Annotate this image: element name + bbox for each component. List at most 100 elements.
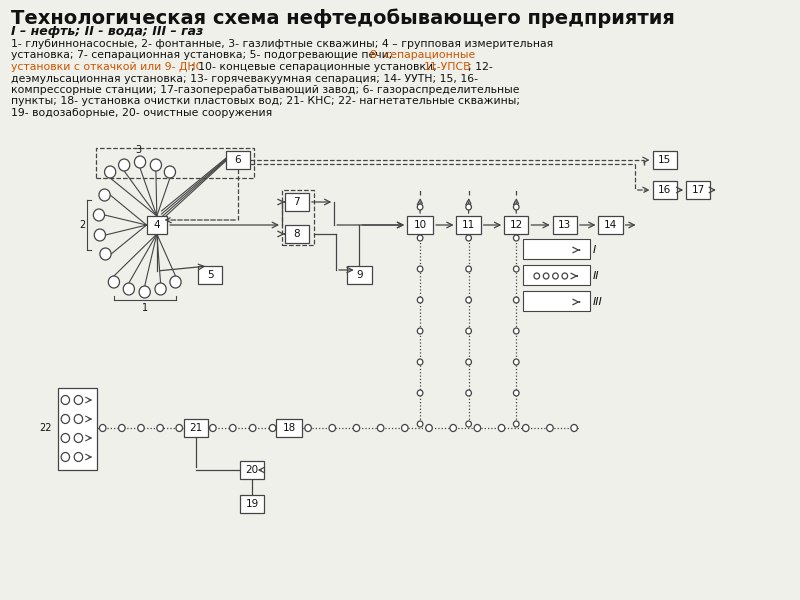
Bar [285, 225, 309, 243]
Text: 2: 2 [80, 220, 86, 230]
Text: 3: 3 [135, 145, 142, 155]
Circle shape [134, 156, 146, 168]
Text: 13: 13 [558, 220, 571, 230]
Circle shape [534, 273, 539, 279]
Text: 9: 9 [356, 270, 362, 280]
Circle shape [61, 433, 70, 443]
Circle shape [164, 166, 175, 178]
Text: 12: 12 [510, 220, 523, 230]
Bar [226, 151, 250, 169]
Text: компрессорные станции; 17-газоперерабатывающий завод; 6- газораспределительные: компрессорные станции; 17-газоперерабаты… [11, 85, 520, 95]
Bar [347, 266, 371, 284]
Circle shape [474, 425, 481, 431]
Circle shape [74, 395, 82, 404]
Circle shape [170, 276, 181, 288]
Text: деэмульсационная установка; 13- горячевакуумная сепарация; 14- УУТН; 15, 16-: деэмульсационная установка; 13- горячева… [11, 73, 478, 83]
Bar [58, 388, 97, 470]
Circle shape [543, 273, 549, 279]
Text: 11-УПСВ: 11-УПСВ [423, 62, 471, 72]
Circle shape [514, 359, 519, 365]
Text: I – нефть; II - вода; III – газ: I – нефть; II - вода; III – газ [11, 25, 203, 38]
Text: 17: 17 [692, 185, 705, 195]
Circle shape [571, 425, 578, 431]
Circle shape [466, 421, 471, 427]
Text: 19- водозаборные, 20- очистные сооружения: 19- водозаборные, 20- очистные сооружени… [11, 108, 273, 118]
Text: 7: 7 [294, 197, 300, 207]
Circle shape [466, 204, 471, 210]
Circle shape [514, 266, 519, 272]
Circle shape [61, 395, 70, 404]
Circle shape [466, 266, 471, 272]
Bar [184, 419, 208, 437]
Bar [457, 216, 481, 234]
Circle shape [105, 166, 116, 178]
Bar [240, 461, 264, 479]
Text: 6: 6 [234, 155, 242, 165]
Text: ; 10- концевые сепарационные установки;: ; 10- концевые сепарационные установки; [190, 62, 440, 72]
Bar [598, 216, 622, 234]
Circle shape [514, 421, 519, 427]
Circle shape [514, 390, 519, 396]
Text: пункты; 18- установка очистки пластовых вод; 21- КНС; 22- нагнетательные скважин: пункты; 18- установка очистки пластовых … [11, 97, 520, 107]
Circle shape [329, 425, 335, 431]
Circle shape [514, 235, 519, 241]
Circle shape [450, 425, 457, 431]
Bar [198, 266, 222, 284]
Bar [522, 291, 590, 311]
Circle shape [108, 276, 119, 288]
Circle shape [138, 425, 144, 431]
Circle shape [546, 425, 554, 431]
Circle shape [61, 415, 70, 424]
Text: 5: 5 [206, 270, 214, 280]
Circle shape [466, 235, 471, 241]
Circle shape [157, 425, 163, 431]
Text: 8- сепарационные: 8- сепарационные [370, 50, 476, 61]
Text: 22: 22 [39, 423, 51, 433]
Bar [553, 216, 577, 234]
Bar [276, 419, 302, 437]
Bar [407, 216, 433, 234]
Text: III: III [593, 297, 602, 307]
Text: 15: 15 [658, 155, 671, 165]
Circle shape [418, 421, 423, 427]
Circle shape [466, 359, 471, 365]
Bar [240, 495, 264, 513]
Circle shape [553, 273, 558, 279]
Circle shape [99, 189, 110, 201]
Bar [522, 265, 590, 285]
Circle shape [418, 266, 423, 272]
Circle shape [210, 425, 216, 431]
Circle shape [402, 425, 408, 431]
Circle shape [466, 328, 471, 334]
Circle shape [118, 425, 125, 431]
Circle shape [378, 425, 384, 431]
Text: 21: 21 [190, 423, 202, 433]
Circle shape [118, 159, 130, 171]
Text: 1- глубиннонасосные, 2- фонтанные, 3- газлифтные скважины; 4 – групповая измерит: 1- глубиннонасосные, 2- фонтанные, 3- га… [11, 39, 554, 49]
Text: 11: 11 [462, 220, 475, 230]
Bar [653, 181, 677, 199]
Bar [282, 190, 314, 245]
Circle shape [74, 415, 82, 424]
Circle shape [466, 390, 471, 396]
Text: 16: 16 [658, 185, 671, 195]
Circle shape [176, 425, 182, 431]
Circle shape [418, 297, 423, 303]
Circle shape [466, 297, 471, 303]
Text: 1: 1 [142, 303, 148, 313]
Circle shape [418, 204, 423, 210]
Text: установка; 7- сепарационная установка; 5- подогревающие печи;: установка; 7- сепарационная установка; 5… [11, 50, 396, 61]
Circle shape [562, 273, 567, 279]
Bar [96, 148, 254, 178]
Circle shape [270, 425, 276, 431]
Circle shape [61, 452, 70, 461]
Circle shape [418, 235, 423, 241]
Circle shape [498, 425, 505, 431]
Bar [504, 216, 528, 234]
Text: 4: 4 [154, 220, 160, 230]
Circle shape [522, 425, 529, 431]
Bar [686, 181, 710, 199]
Circle shape [94, 209, 105, 221]
Bar [522, 239, 590, 259]
Circle shape [418, 359, 423, 365]
